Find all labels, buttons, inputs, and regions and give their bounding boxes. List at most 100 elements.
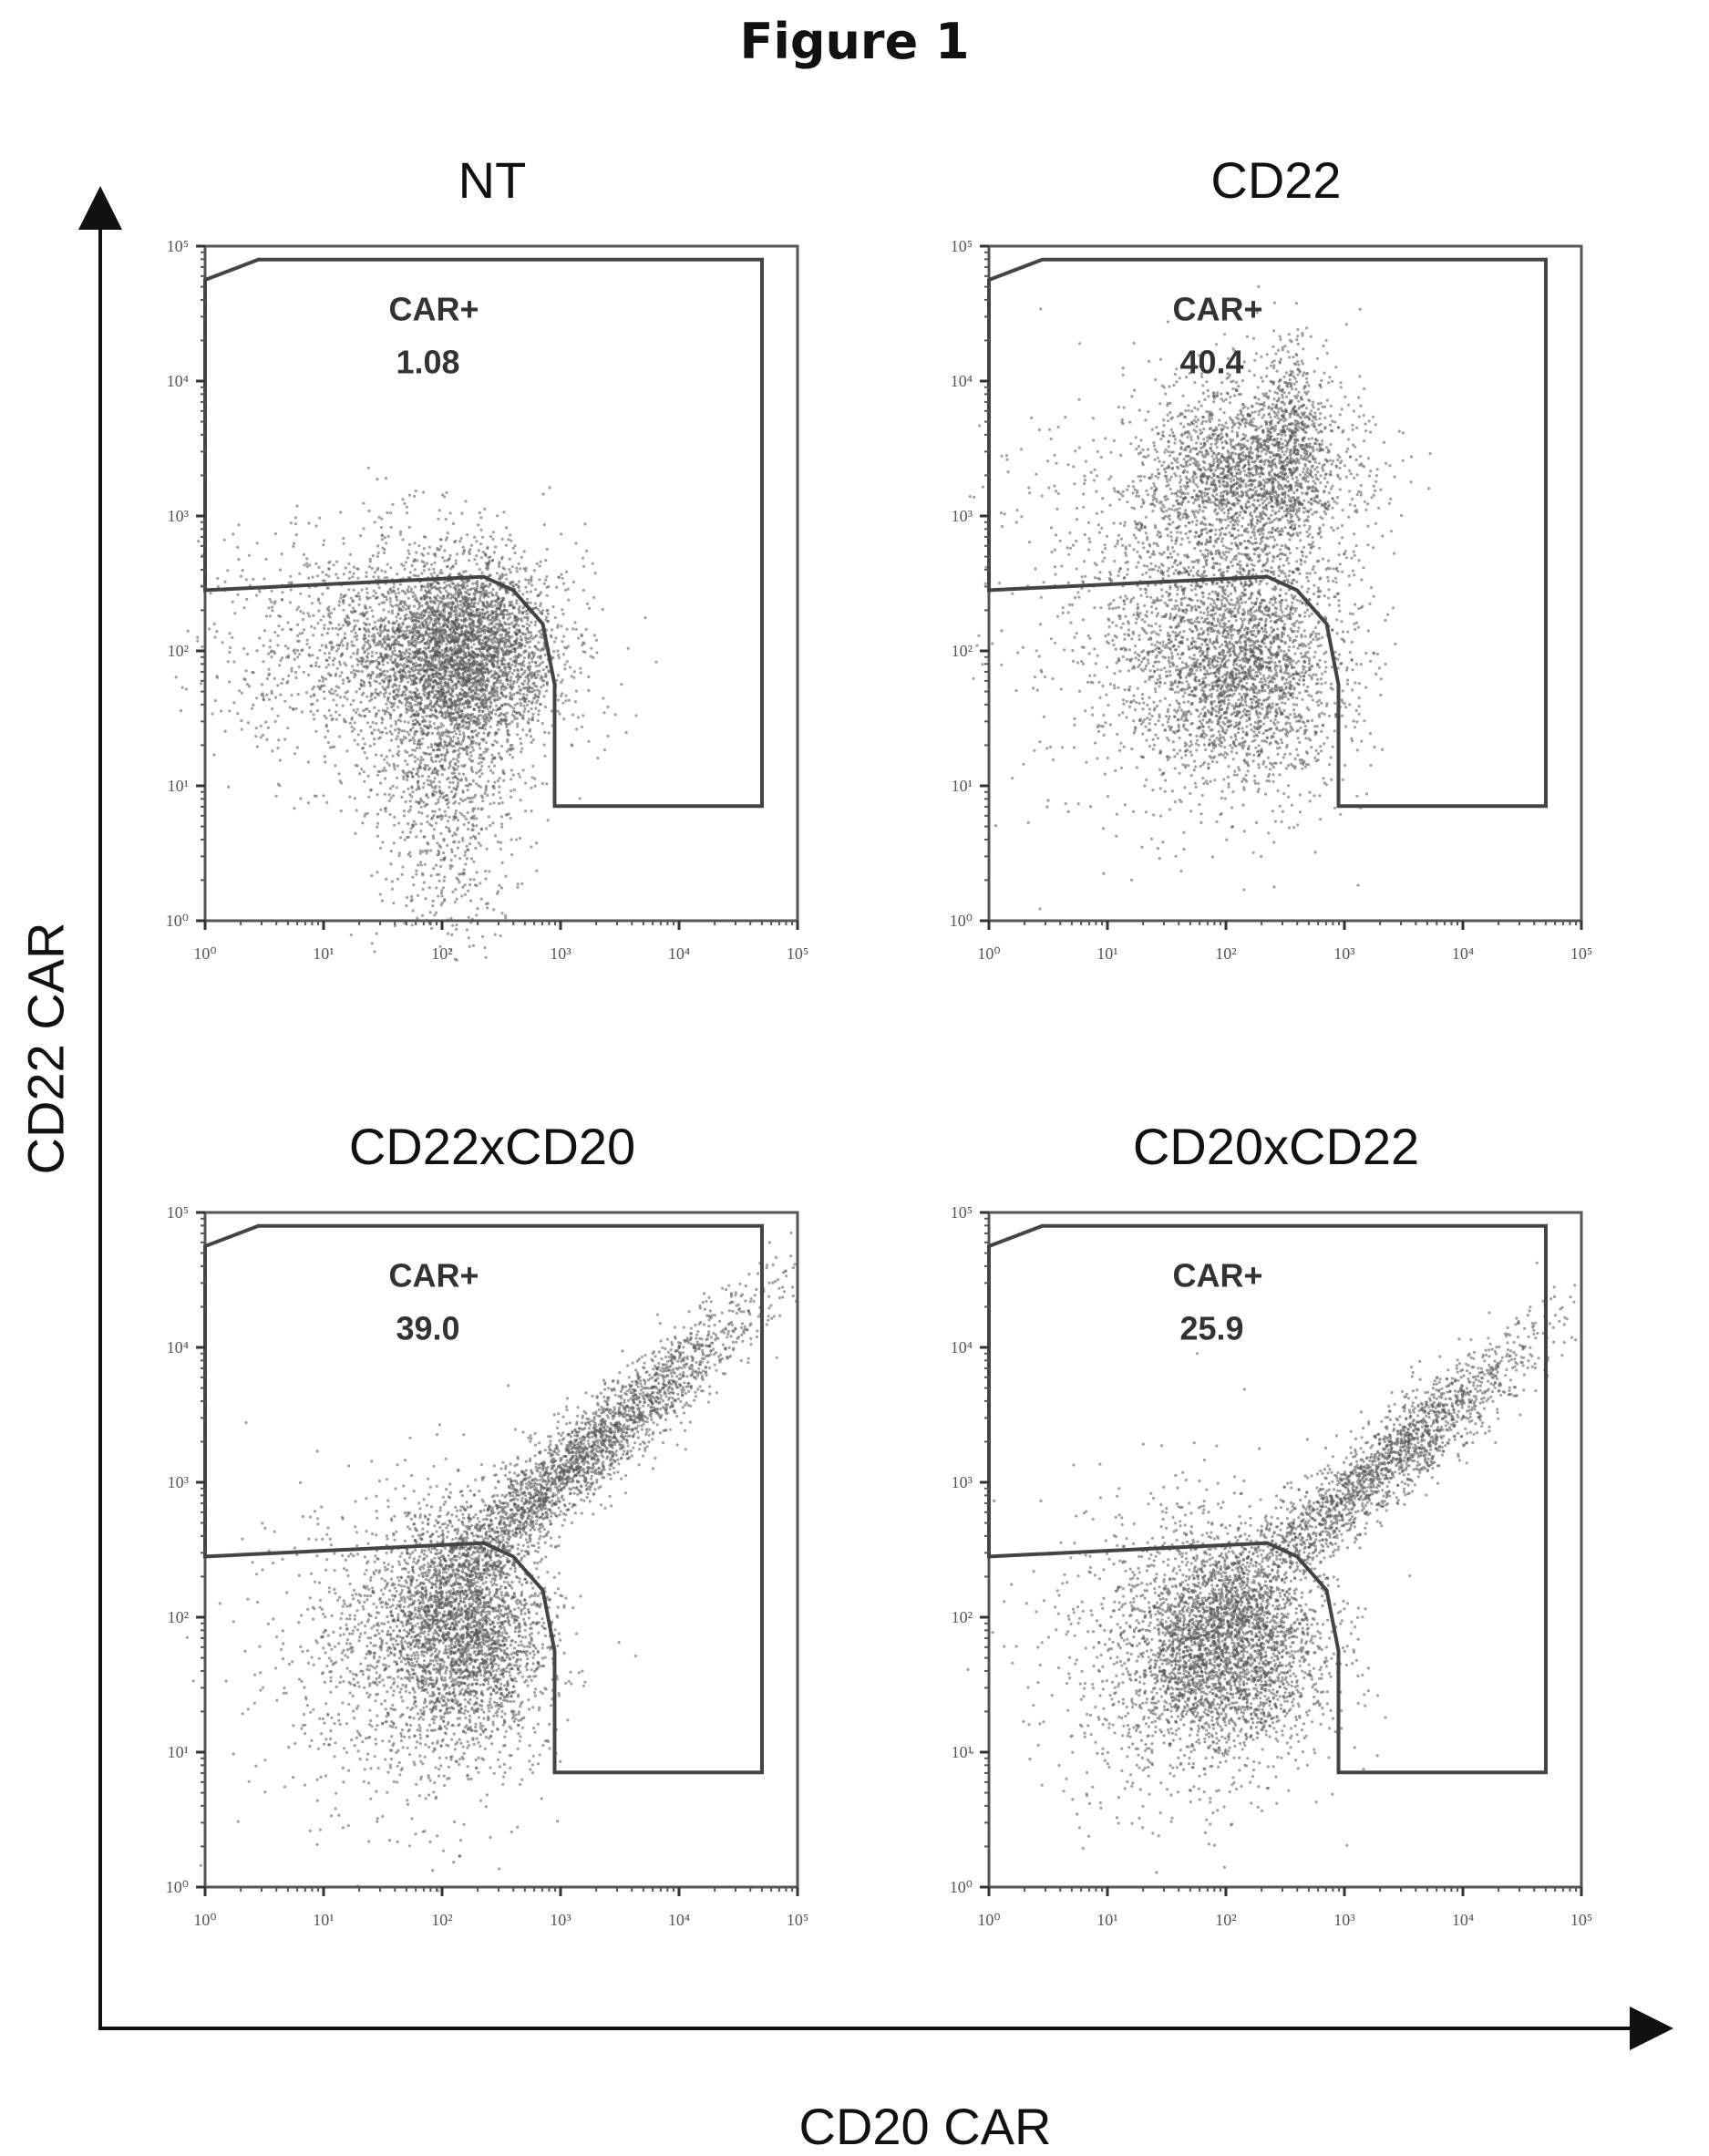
data-point — [479, 747, 481, 749]
data-point — [404, 630, 407, 633]
data-point — [311, 654, 314, 656]
data-point — [356, 619, 359, 622]
data-point — [448, 693, 451, 696]
data-point — [443, 611, 446, 614]
data-point — [463, 868, 466, 871]
data-point — [580, 671, 582, 674]
data-point — [455, 598, 458, 601]
data-point — [289, 628, 292, 631]
data-point — [404, 698, 407, 701]
data-point — [473, 536, 476, 539]
data-point — [481, 604, 484, 607]
data-point — [345, 621, 347, 624]
data-point — [389, 511, 392, 514]
data-point — [490, 691, 493, 694]
data-point — [567, 588, 570, 591]
data-point — [468, 721, 470, 724]
data-point — [399, 634, 402, 637]
data-point — [396, 727, 399, 730]
data-point — [382, 619, 385, 622]
data-point — [428, 886, 431, 889]
data-point — [420, 811, 423, 814]
data-point — [393, 824, 396, 827]
data-point — [489, 535, 492, 538]
data-point — [321, 593, 324, 595]
data-point — [483, 632, 486, 634]
data-point — [415, 873, 417, 876]
data-point — [338, 714, 341, 717]
data-point — [445, 539, 448, 542]
data-point — [384, 712, 386, 715]
data-point — [515, 599, 518, 602]
data-point — [429, 635, 432, 638]
data-point — [374, 571, 376, 573]
data-point — [335, 711, 337, 714]
data-point — [410, 707, 413, 709]
data-point — [441, 791, 444, 794]
data-point — [481, 601, 484, 603]
data-point — [375, 753, 377, 756]
data-point — [539, 657, 541, 660]
data-point — [513, 552, 516, 554]
data-point — [324, 755, 326, 758]
data-point — [372, 554, 375, 557]
data-point — [515, 676, 518, 678]
data-point — [528, 717, 530, 720]
data-point — [592, 562, 594, 565]
data-point — [450, 649, 453, 652]
data-point — [519, 628, 521, 631]
data-point — [387, 683, 390, 686]
data-point — [421, 668, 424, 671]
data-point — [509, 558, 511, 561]
data-point — [489, 769, 492, 772]
data-point — [332, 698, 335, 701]
data-point — [335, 561, 338, 563]
data-point — [504, 642, 507, 645]
data-point — [512, 606, 515, 609]
data-point — [255, 649, 258, 652]
data-point — [496, 660, 499, 663]
data-point — [488, 647, 490, 650]
data-point — [322, 680, 324, 683]
data-point — [522, 686, 525, 689]
data-point — [405, 617, 407, 620]
data-point — [429, 753, 432, 756]
data-point — [292, 545, 294, 548]
data-point — [510, 720, 513, 723]
data-point — [419, 665, 422, 667]
data-point — [344, 633, 346, 635]
data-point — [542, 695, 545, 697]
data-point — [475, 817, 478, 820]
data-point — [276, 644, 279, 646]
data-point — [347, 680, 350, 683]
data-point — [520, 748, 523, 750]
data-point — [359, 701, 362, 704]
data-point — [565, 571, 568, 573]
data-point — [313, 694, 315, 696]
data-point — [493, 756, 496, 758]
data-point — [504, 718, 507, 721]
data-point — [329, 692, 332, 695]
data-point — [289, 706, 292, 708]
data-point — [544, 559, 547, 562]
data-point — [404, 839, 407, 841]
data-point — [395, 720, 397, 723]
data-point — [471, 599, 474, 602]
data-point — [497, 607, 499, 610]
data-point — [362, 502, 365, 505]
data-point — [294, 516, 297, 519]
data-point — [308, 594, 311, 597]
data-point — [516, 702, 519, 705]
data-point — [401, 623, 404, 625]
data-point — [455, 655, 458, 658]
data-point — [322, 543, 324, 546]
data-point — [536, 670, 539, 673]
data-point — [316, 709, 319, 712]
data-point — [465, 592, 468, 594]
data-point — [539, 564, 541, 567]
data-point — [507, 638, 510, 641]
data-point — [472, 669, 475, 672]
data-point — [208, 627, 211, 630]
data-point — [523, 656, 526, 659]
data-point — [520, 750, 522, 753]
